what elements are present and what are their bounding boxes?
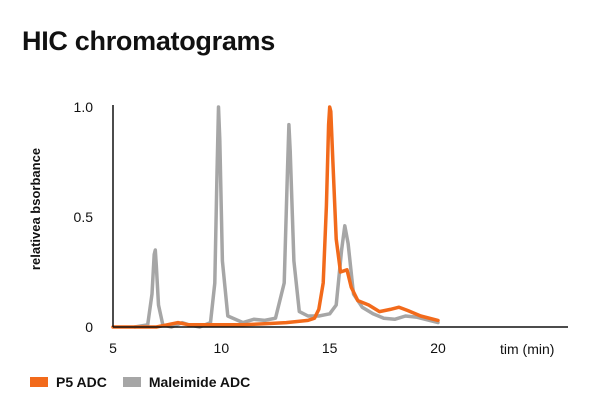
legend-swatch-maleimide (122, 377, 141, 387)
x-tick-label: 15 (322, 340, 338, 356)
y-tick-label: 1.0 (74, 99, 94, 115)
chart-title: HIC chromatograms (22, 26, 275, 56)
legend-label-p5: P5 ADC (56, 374, 107, 390)
x-tick-label: 20 (430, 340, 446, 356)
x-tick-label: 5 (109, 340, 117, 356)
x-tick-label: 10 (214, 340, 230, 356)
legend-item-p5: P5 ADC (30, 374, 107, 390)
legend-label-maleimide: Maleimide ADC (148, 374, 251, 390)
x-axis-title: tim (min) (500, 341, 554, 357)
y-axis-title: relativea bsorbance (28, 148, 43, 270)
legend-item-maleimide: Maleimide ADC (122, 374, 251, 390)
series-line-p5-adc (111, 105, 440, 329)
series-line-maleimide-adc (132, 105, 440, 329)
y-tick-label: 0 (85, 319, 93, 335)
y-tick-label: 0.5 (74, 209, 94, 225)
legend: P5 ADC Maleimide ADC (30, 374, 266, 390)
legend-swatch-p5 (30, 377, 48, 387)
